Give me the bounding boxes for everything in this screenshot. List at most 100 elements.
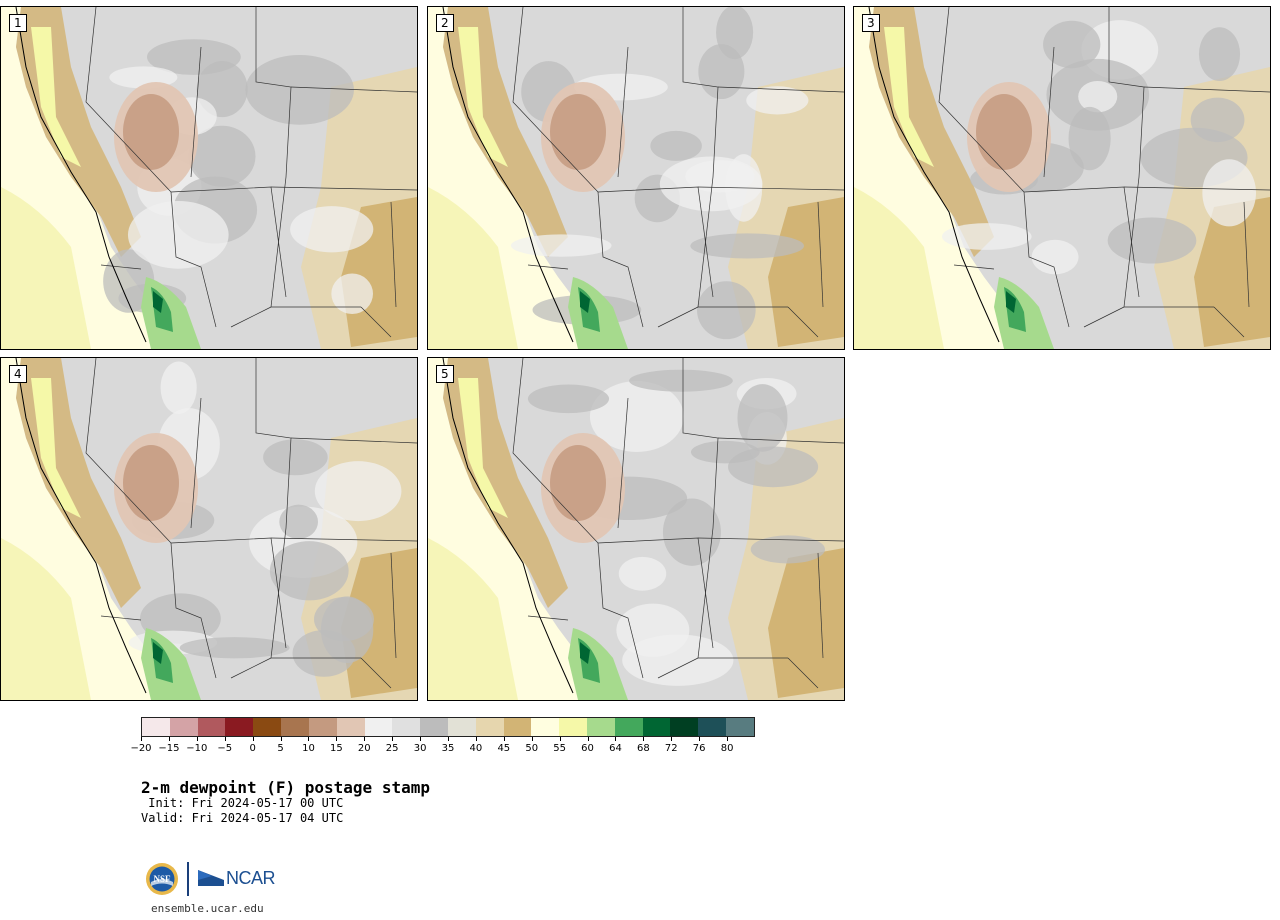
dewpoint-map [428,358,844,700]
state-border [682,358,719,529]
offshore-band [428,538,518,700]
very-dry-core [123,94,179,170]
dewpoint-blotch [527,384,610,414]
moist-plume-peak [153,291,163,313]
state-border [512,7,599,193]
colorbar-tick [280,737,282,741]
state-border [270,176,361,308]
colorbar-tick [475,737,477,741]
colorbar-tick [699,737,701,741]
ncar-mark-icon [198,870,224,886]
state-border [512,358,599,544]
colorbar-swatch [698,718,727,736]
colorbar-tick [587,737,589,741]
state-border [817,552,824,659]
state-border [717,437,844,444]
valley-band [458,378,508,518]
colorbar-tick-label: 50 [525,743,539,754]
ncar-logo: NCAR [198,866,276,890]
colorbar-tick-label: 10 [302,743,315,754]
init-time: Init: Fri 2024-05-17 00 UTC [141,796,344,810]
state-border [230,306,272,328]
colorbar-swatch [447,718,476,736]
ncar-logo-text: NCAR [226,867,276,888]
dewpoint-blotch [746,86,809,115]
colorbar-tick-label: −5 [217,743,233,754]
state-border [597,191,644,328]
dewpoint-blotch [698,44,745,100]
colorbar-swatch [308,718,337,736]
colorbar-tick [392,737,394,741]
colorbar-swatch [142,718,170,736]
dewpoint-blotch [1031,239,1079,275]
state-border [360,306,392,338]
panel-label: 4 [9,365,27,383]
offshore-band [854,187,944,349]
state-border [270,537,417,542]
state-border [697,537,844,542]
colorbar-swatch [531,718,560,736]
state-border [255,358,292,529]
colorbar-tick-label: 68 [636,743,650,754]
colorbar-tick [531,737,533,741]
state-border [170,542,217,679]
panel-label: 1 [9,14,27,32]
colorbar-tick [168,737,170,741]
colorbar-swatch [642,718,671,736]
state-border [270,186,417,191]
dewpoint-blotch [650,130,702,161]
colorbar-tick [224,737,226,741]
state-border [360,657,392,689]
dewpoint-map [428,7,844,349]
state-border [1243,201,1250,308]
map-panel-2: 2 [427,6,845,350]
state-border [255,7,292,178]
website-url: ensemble.ucar.edu [151,902,264,915]
colorbar-tick-label: 40 [469,743,483,754]
dewpoint-blotch [314,597,374,642]
state-border [190,397,202,529]
state-border [787,306,819,338]
colorbar-tick [141,737,142,741]
state-border [290,437,417,444]
colorbar-tick-label: 64 [609,743,622,754]
dewpoint-blotch [750,535,826,564]
state-border [1108,7,1145,178]
colorbar-swatch [726,718,754,736]
state-border [290,86,417,93]
plains-moist-band [1194,197,1270,347]
valley-band [884,27,934,167]
dewpoint-blotch [1043,20,1101,69]
dewpoint-blotch [331,273,374,315]
colorbar-tick-label: 30 [413,743,427,754]
colorbar-swatch [614,718,643,736]
state-border [697,527,788,659]
dewpoint-blotch [685,160,755,193]
dewpoint-blotch [1078,80,1118,113]
coastline [15,358,147,694]
dewpoint-blotch [737,384,788,452]
colorbar-tick-label: 60 [581,743,594,754]
colorbar-swatch [392,718,421,736]
state-border [1023,191,1070,328]
state-border [230,657,272,679]
colorbar-tick [727,737,729,741]
state-border [1083,306,1125,328]
colorbar-tick-label: 76 [692,743,706,754]
moist-plume-peak [153,642,163,664]
dewpoint-blotch [1107,217,1197,264]
coastline [442,358,574,694]
colorbar-swatch [197,718,226,736]
moist-plume-peak [580,291,590,313]
moist-plume-peak [580,642,590,664]
dewpoint-map [1,7,417,349]
colorbar-tick-label: 72 [664,743,678,754]
colorbar-ticks: −20 −15 −10 −5 0 5 10 15 20 25 30 35 40 45 50 55 60 64 68 7… [130,737,755,757]
colorbar-swatch [364,718,393,736]
dewpoint-blotch [1202,159,1257,227]
state-border [817,201,824,308]
very-dry-core [550,94,606,170]
state-border [85,7,172,193]
colorbar-tick-label: 45 [497,743,511,754]
colorbar-tick-label: 55 [553,743,566,754]
